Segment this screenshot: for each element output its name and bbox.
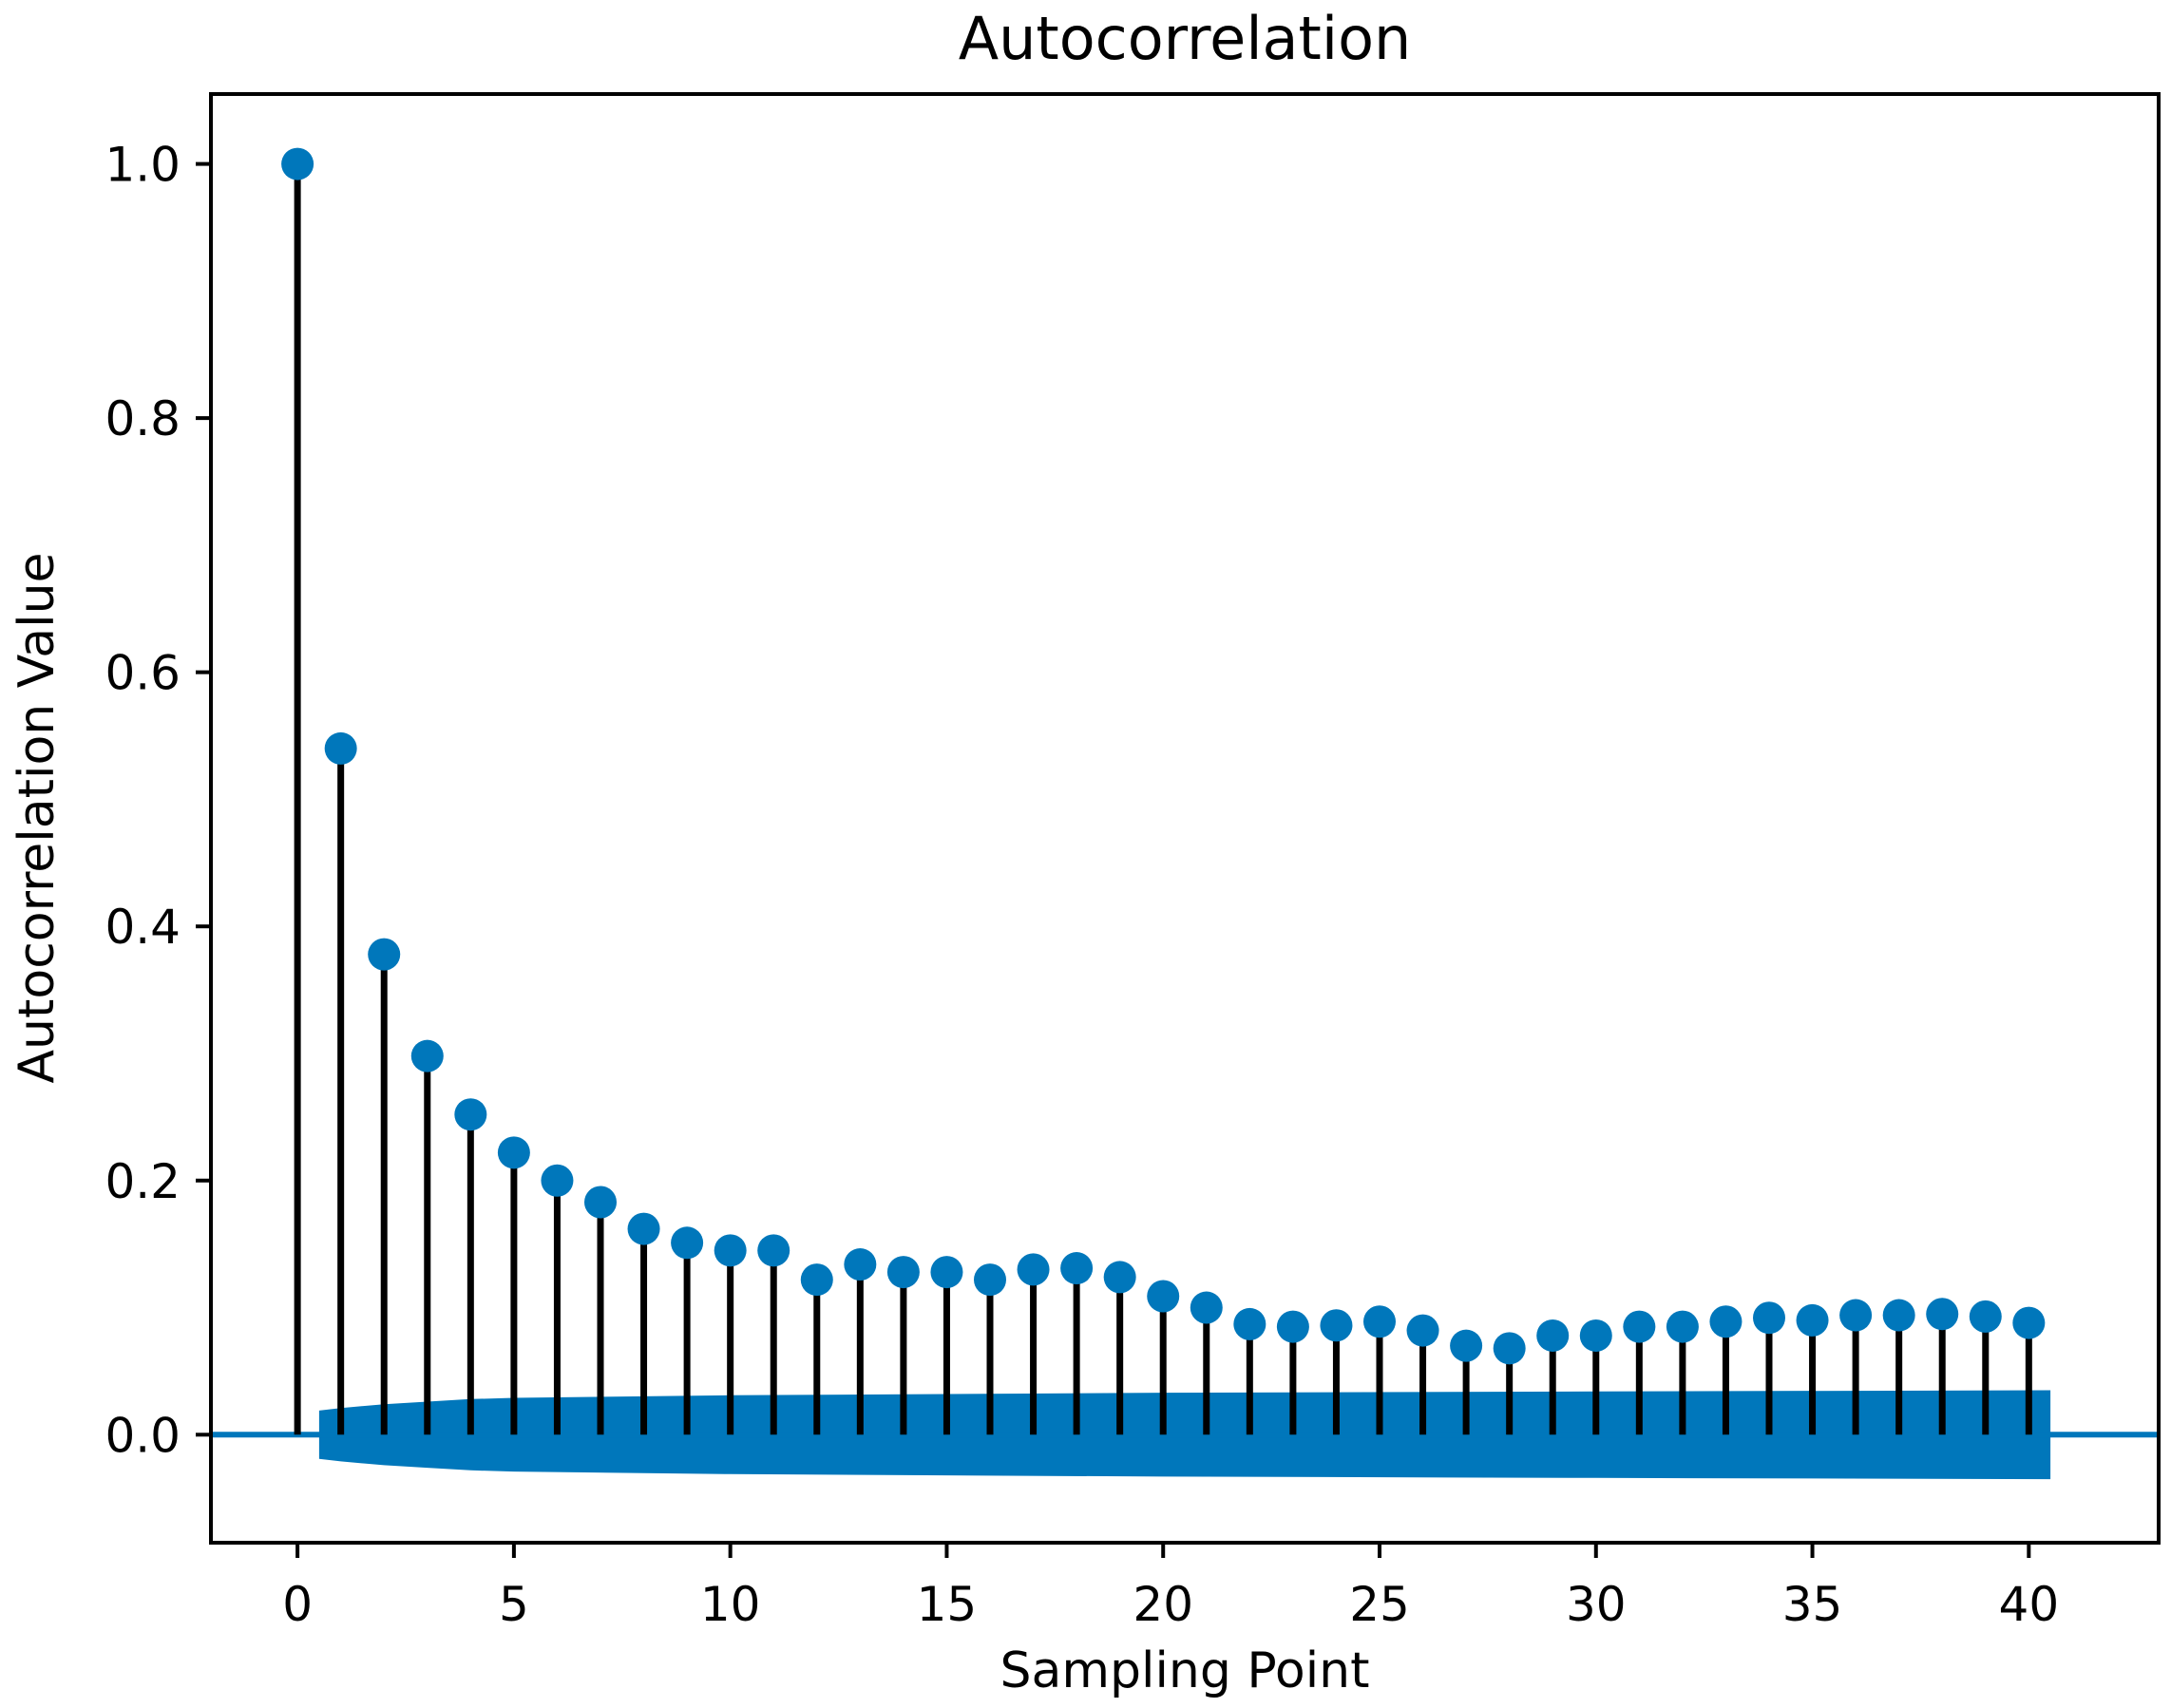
stem-layer (294, 163, 2032, 1435)
marker-lag-7 (584, 1186, 617, 1219)
marker-lag-24 (1320, 1309, 1353, 1342)
y-tick-label: 0.6 (105, 646, 181, 701)
y-tick-label: 1.0 (105, 138, 181, 193)
plot-frame (209, 92, 2161, 1545)
marker-lag-37 (1882, 1299, 1915, 1332)
marker-lag-0 (281, 147, 314, 180)
x-axis-title: Sampling Point (1000, 1642, 1369, 1699)
marker-layer (281, 147, 2046, 1365)
x-tick-label: 30 (1566, 1577, 1627, 1632)
marker-lag-39 (1969, 1300, 2002, 1333)
y-axis-title: Autocorrelation Value (9, 552, 66, 1083)
marker-lag-17 (1017, 1253, 1050, 1286)
marker-lag-38 (1926, 1298, 1959, 1331)
chart-title: Autocorrelation (959, 4, 1412, 73)
x-ticks: 0 5 10 15 20 25 30 35 40 (282, 1543, 2059, 1632)
y-tick-label: 0.2 (105, 1154, 181, 1209)
y-tick-label: 0.4 (105, 900, 181, 955)
marker-lag-22 (1233, 1307, 1266, 1340)
marker-lag-20 (1147, 1280, 1180, 1313)
marker-lag-11 (757, 1234, 790, 1267)
marker-lag-35 (1796, 1303, 1829, 1337)
marker-lag-12 (800, 1263, 833, 1297)
marker-lag-10 (714, 1234, 747, 1267)
marker-lag-40 (2012, 1306, 2046, 1339)
marker-lag-21 (1190, 1291, 1223, 1324)
marker-lag-2 (368, 938, 401, 971)
marker-lag-18 (1060, 1252, 1094, 1285)
x-tick-label: 15 (917, 1577, 978, 1632)
marker-lag-33 (1709, 1305, 1743, 1338)
marker-lag-6 (541, 1164, 574, 1197)
x-tick-label: 10 (700, 1577, 761, 1632)
y-ticks: 0.0 0.2 0.4 0.6 0.8 1.0 (105, 138, 211, 1463)
marker-lag-26 (1406, 1314, 1439, 1347)
marker-lag-31 (1623, 1310, 1656, 1343)
marker-lag-8 (627, 1212, 660, 1245)
x-tick-label: 35 (1782, 1577, 1843, 1632)
marker-lag-9 (671, 1226, 704, 1260)
marker-lag-23 (1276, 1310, 1309, 1343)
marker-lag-16 (974, 1263, 1006, 1297)
marker-lag-5 (497, 1136, 530, 1169)
marker-lag-29 (1536, 1319, 1570, 1352)
marker-lag-1 (324, 731, 357, 765)
x-tick-label: 40 (1999, 1577, 2060, 1632)
marker-lag-4 (454, 1098, 487, 1131)
confidence-band-layer (211, 1390, 2159, 1480)
x-tick-label: 20 (1133, 1577, 1193, 1632)
x-tick-label: 0 (282, 1577, 313, 1632)
x-tick-label: 5 (499, 1577, 529, 1632)
marker-lag-32 (1666, 1310, 1699, 1343)
marker-lag-15 (930, 1256, 963, 1289)
marker-lag-14 (886, 1256, 920, 1289)
marker-lag-34 (1753, 1301, 1785, 1335)
x-tick-label: 25 (1349, 1577, 1410, 1632)
y-tick-label: 0.0 (105, 1408, 181, 1463)
y-tick-label: 0.8 (105, 391, 181, 446)
marker-lag-30 (1579, 1319, 1612, 1352)
marker-lag-36 (1839, 1299, 1873, 1332)
marker-lag-28 (1493, 1332, 1526, 1365)
marker-lag-25 (1363, 1305, 1396, 1338)
marker-lag-3 (410, 1039, 444, 1072)
marker-lag-13 (844, 1248, 877, 1281)
marker-lag-19 (1103, 1261, 1136, 1294)
marker-lag-27 (1450, 1329, 1483, 1362)
